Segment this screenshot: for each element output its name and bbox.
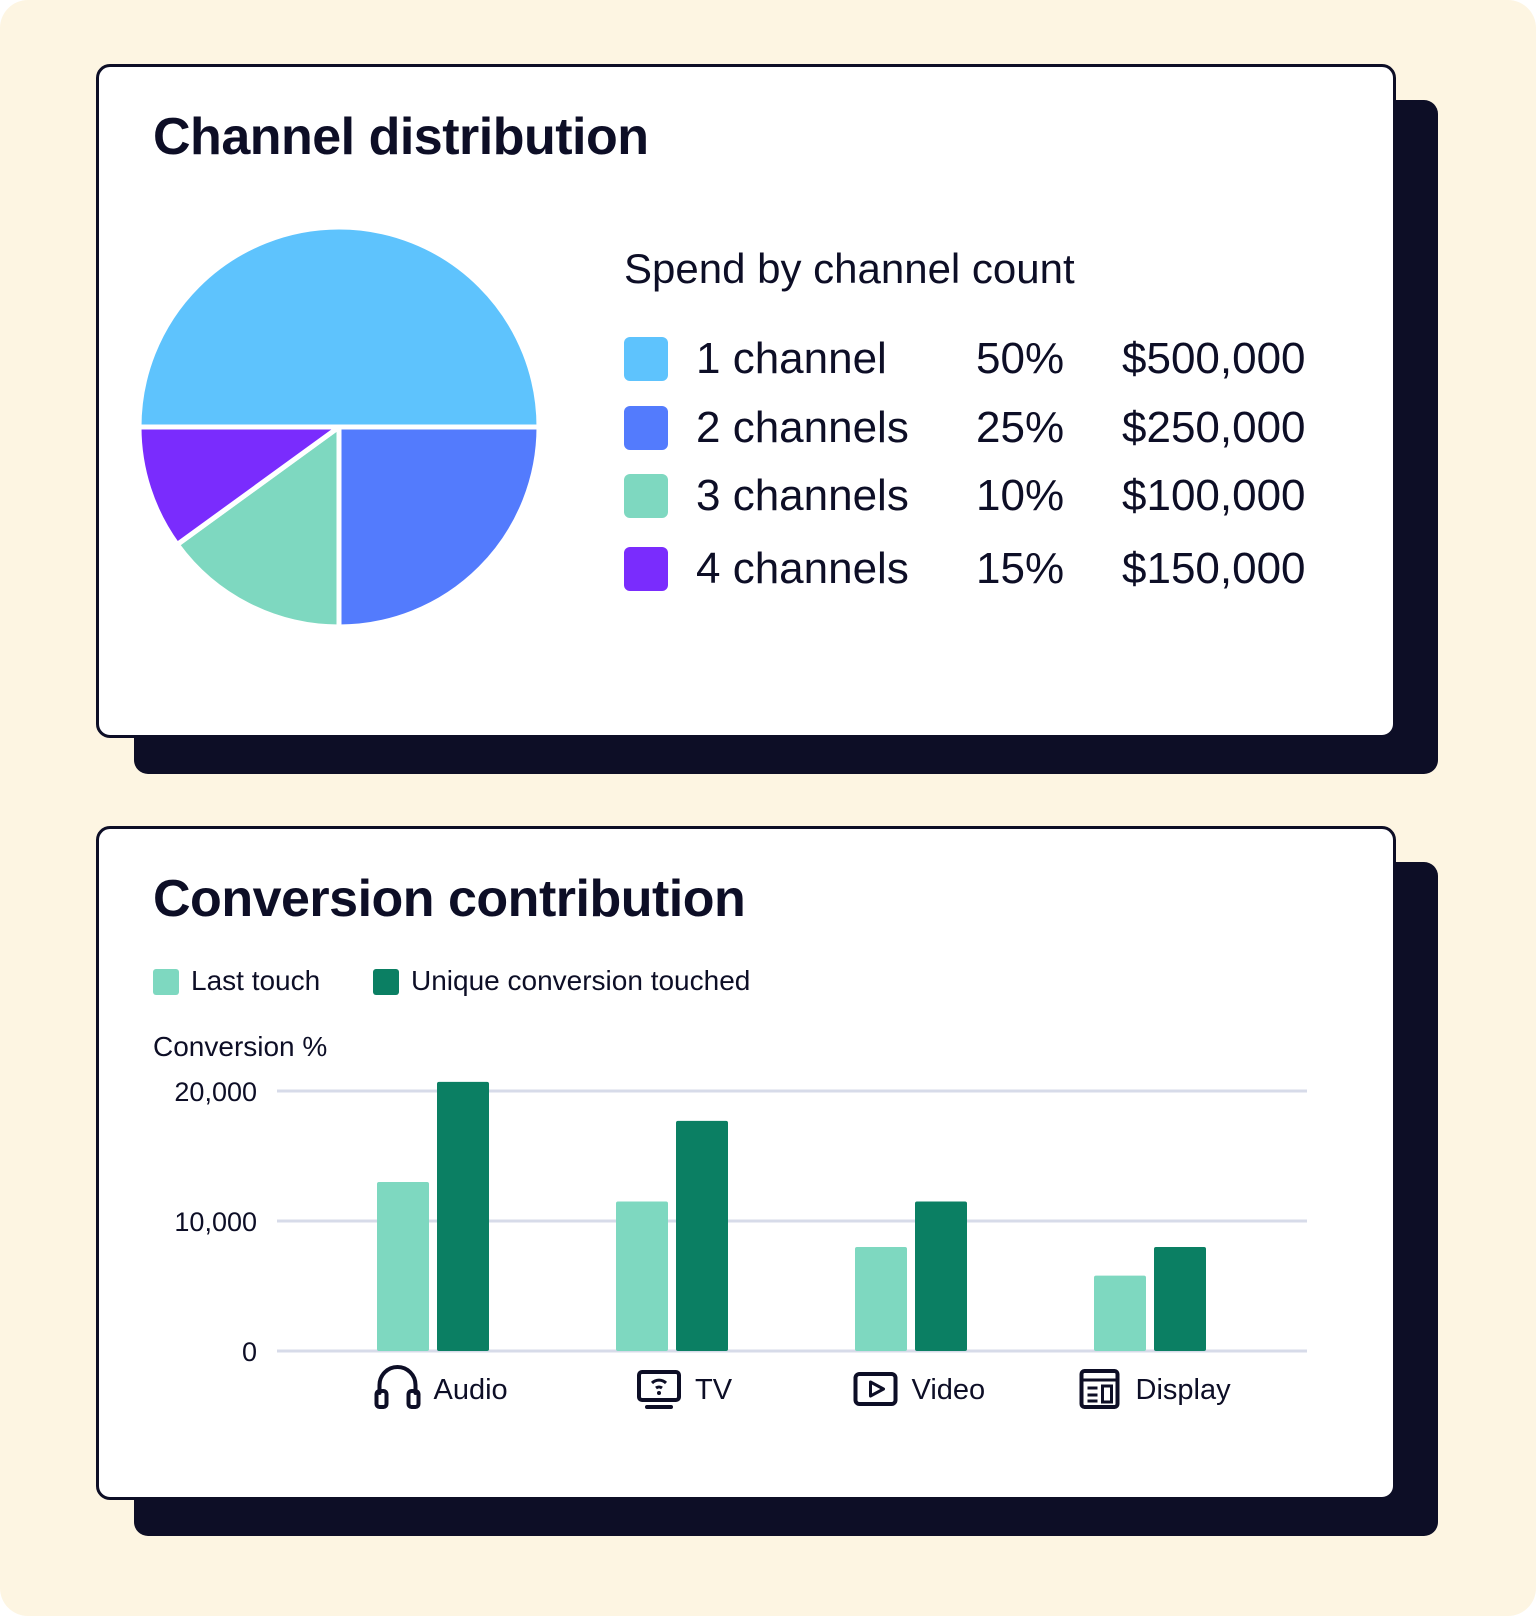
card-panel: Conversion contribution Last touch Uniqu… (96, 826, 1396, 1500)
legend-amount: $500,000 (1122, 334, 1306, 383)
bar-video-last-touch (855, 1247, 907, 1351)
legend-label: 1 channel (696, 334, 887, 383)
x-tick-label: Video (912, 1374, 986, 1406)
video-play-icon (853, 1372, 898, 1406)
x-tick-label: Audio (434, 1374, 508, 1406)
card-title: Conversion contribution (153, 870, 746, 928)
bar-tv-unique-touched (676, 1120, 728, 1351)
bar-display-last-touch (1094, 1275, 1146, 1351)
legend-swatch (624, 547, 668, 591)
tv-icon (637, 1370, 681, 1409)
bar-tv-last-touch (616, 1201, 668, 1351)
legend-swatch (624, 337, 668, 381)
display-ad-icon (1079, 1369, 1120, 1409)
legend-swatch (373, 969, 399, 995)
legend-amount: $100,000 (1122, 471, 1306, 520)
legend-percent: 50% (976, 334, 1065, 383)
bar-video-unique-touched (915, 1201, 967, 1351)
pie-slice-1 (139, 227, 542, 430)
legend-percent: 10% (976, 471, 1065, 520)
legend-label: Last touch (191, 965, 321, 996)
x-tick-label: Display (1136, 1374, 1232, 1406)
legend-row: 4 channels 15% $150,000 (624, 539, 1354, 599)
bar-chart: 0 10,000 20,000 Audio TV Video Display (174, 1077, 1307, 1409)
pie-chart (139, 227, 542, 630)
legend-swatch (153, 969, 179, 995)
y-tick-label: 10,000 (174, 1207, 257, 1237)
legend-heading: Spend by channel count (624, 245, 1075, 292)
legend-row: 1 channel 50% $500,000 (624, 329, 1354, 389)
legend-percent: 15% (976, 544, 1065, 593)
legend-label: Unique conversion touched (411, 965, 751, 996)
legend-percent: 25% (976, 403, 1065, 452)
legend-amount: $250,000 (1122, 403, 1306, 452)
legend-amount: $150,000 (1122, 544, 1306, 593)
y-axis-label: Conversion % (153, 1031, 328, 1062)
conversion-contribution-card: Conversion contribution Last touch Uniqu… (96, 826, 1438, 1536)
y-tick-label: 0 (242, 1337, 257, 1367)
pie-slice-3 (174, 424, 342, 630)
card-title: Channel distribution (153, 108, 649, 166)
pie-slice-4 (139, 424, 342, 548)
legend-swatch (624, 474, 668, 518)
bar-audio-last-touch (377, 1182, 429, 1351)
headphones-icon (374, 1365, 421, 1409)
legend-label: 2 channels (696, 403, 909, 452)
legend-row: 2 channels 25% $250,000 (624, 398, 1354, 458)
card-panel: Channel distribution Spend by channel co… (96, 64, 1396, 738)
legend-swatch (624, 406, 668, 450)
pie-slice-2 (336, 424, 542, 630)
legend-label: 3 channels (696, 471, 909, 520)
bar-audio-unique-touched (437, 1081, 489, 1351)
legend-row: 3 channels 10% $100,000 (624, 466, 1354, 526)
channel-distribution-card: Channel distribution Spend by channel co… (96, 64, 1438, 774)
y-tick-label: 20,000 (174, 1077, 257, 1107)
x-tick-label: TV (695, 1374, 733, 1406)
legend-label: 4 channels (696, 544, 909, 593)
bar-display-unique-touched (1154, 1247, 1206, 1351)
